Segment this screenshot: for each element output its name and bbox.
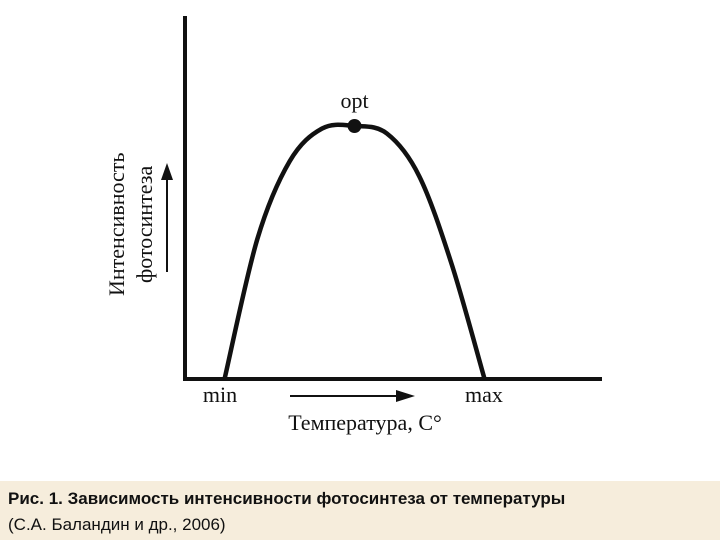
intensity-curve <box>222 122 487 380</box>
optimum-label: opt <box>340 88 368 113</box>
optimum-point <box>347 119 362 133</box>
figure-caption: Рис. 1. Зависимость интенсивности фотоси… <box>0 481 720 540</box>
x-axis-label: Температура, С° <box>288 410 442 435</box>
y-direction-arrowhead <box>161 163 173 180</box>
y-axis-label-line2: фотосинтеза <box>132 166 157 283</box>
caption-source: (С.А. Баландин и др., 2006) <box>8 515 226 534</box>
y-axis-label-line1: Интенсивность <box>104 153 129 296</box>
x-direction-arrowhead <box>396 390 415 402</box>
photosynthesis-temperature-chart: Интенсивность фотосинтеза opt min max Те… <box>104 16 602 435</box>
caption-title: Рис. 1. Зависимость интенсивности фотоси… <box>8 489 566 508</box>
x-tick-max: max <box>465 382 503 407</box>
x-tick-min: min <box>203 382 237 407</box>
